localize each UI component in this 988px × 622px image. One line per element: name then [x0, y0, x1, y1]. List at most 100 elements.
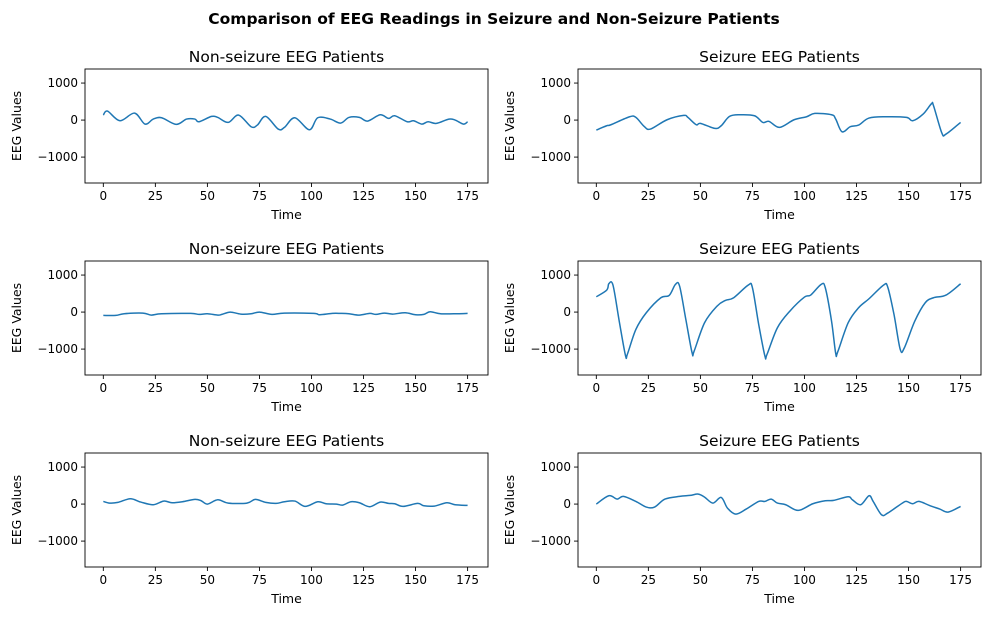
axes-frame	[84, 452, 489, 568]
axes-frame	[84, 68, 489, 184]
y-tick-label: −1000	[37, 150, 78, 164]
subplot-6: Seizure EEG Patients 0 25 50 75 100 125 150 175 1…	[502, 432, 982, 606]
x-tick-label: 50	[200, 573, 215, 587]
y-tick-label: −1000	[37, 342, 78, 356]
x-tick-label: 50	[693, 381, 708, 395]
x-tick-label: 125	[845, 381, 868, 395]
y-axis-label: EEG Values	[502, 475, 517, 545]
x-tick-label: 0	[99, 381, 107, 395]
y-tick-label: 0	[563, 497, 571, 511]
eeg-series-line	[103, 310, 468, 317]
y-tick-label: 1000	[47, 76, 78, 90]
axes-frame	[84, 260, 489, 376]
x-tick-label: 150	[404, 573, 427, 587]
y-tick-label: 1000	[540, 76, 571, 90]
y-tick-label: −1000	[530, 342, 571, 356]
x-tick-label: 100	[300, 189, 323, 203]
y-tick-label: 1000	[540, 268, 571, 282]
y-axis-label: EEG Values	[502, 91, 517, 161]
x-tick-label: 125	[352, 573, 375, 587]
subplot-4: Seizure EEG Patients 0 25 50 75 100 125 150 175 1…	[502, 240, 982, 414]
subplot-title: Seizure EEG Patients	[699, 48, 860, 66]
x-axis-label: Time	[270, 591, 302, 606]
x-tick-label: 25	[641, 189, 656, 203]
x-axis-label: Time	[763, 399, 795, 414]
x-tick-label: 0	[99, 573, 107, 587]
subplot-5: Non-seizure EEG Patients 0 25 50 75 100 125 150…	[9, 432, 489, 606]
y-tick-label: 1000	[47, 268, 78, 282]
x-axis-label: Time	[763, 591, 795, 606]
y-tick-label: 0	[70, 305, 78, 319]
x-tick-label: 175	[949, 573, 972, 587]
x-tick-label: 150	[897, 573, 920, 587]
x-tick-label: 25	[641, 573, 656, 587]
x-tick-label: 50	[693, 573, 708, 587]
y-axis-label: EEG Values	[9, 283, 24, 353]
eeg-series-line	[102, 110, 469, 131]
x-tick-label: 0	[99, 189, 107, 203]
subplot-1: Non-seizure EEG Patients 0 25 50 75 100 125 150…	[9, 48, 489, 222]
x-tick-label: 0	[592, 189, 600, 203]
x-tick-label: 25	[148, 189, 163, 203]
eeg-series-line	[596, 101, 962, 137]
axes-frame	[577, 68, 982, 184]
x-tick-label: 100	[793, 381, 816, 395]
y-tick-label: −1000	[37, 534, 78, 548]
x-tick-label: 100	[793, 573, 816, 587]
y-axis-label: EEG Values	[9, 91, 24, 161]
x-tick-label: 100	[300, 381, 323, 395]
x-tick-label: 175	[949, 381, 972, 395]
subplot-title: Seizure EEG Patients	[699, 240, 860, 258]
eeg-series-line	[595, 493, 961, 517]
x-tick-label: 75	[745, 381, 760, 395]
subplot-3: Non-seizure EEG Patients 0 25 50 75 100 125 150…	[9, 240, 489, 414]
x-tick-label: 150	[404, 381, 427, 395]
x-tick-label: 100	[793, 189, 816, 203]
x-axis-label: Time	[270, 399, 302, 414]
y-tick-label: 0	[563, 113, 571, 127]
y-axis-label: EEG Values	[9, 475, 24, 545]
axes-frame	[577, 452, 982, 568]
x-tick-label: 0	[592, 573, 600, 587]
x-tick-label: 125	[352, 381, 375, 395]
x-tick-label: 75	[252, 381, 267, 395]
x-tick-label: 175	[456, 573, 479, 587]
x-tick-label: 75	[252, 189, 267, 203]
y-tick-label: 0	[70, 497, 78, 511]
figure-title: Comparison of EEG Readings in Seizure an…	[208, 10, 779, 28]
x-tick-label: 0	[592, 381, 600, 395]
x-tick-label: 25	[148, 573, 163, 587]
x-tick-label: 50	[200, 189, 215, 203]
y-tick-label: 1000	[540, 460, 571, 474]
x-tick-label: 125	[352, 189, 375, 203]
subplot-title: Non-seizure EEG Patients	[189, 432, 384, 450]
eeg-series-line	[595, 280, 962, 360]
subplot-2: Seizure EEG Patients 0 25 50 75 100 125 150 175 1…	[502, 48, 982, 222]
x-tick-label: 75	[252, 573, 267, 587]
x-tick-label: 75	[745, 573, 760, 587]
y-tick-label: −1000	[530, 534, 571, 548]
x-tick-label: 50	[693, 189, 708, 203]
x-tick-label: 125	[845, 573, 868, 587]
y-tick-label: 0	[70, 113, 78, 127]
x-tick-label: 175	[456, 381, 479, 395]
subplot-title: Seizure EEG Patients	[699, 432, 860, 450]
subplot-title: Non-seizure EEG Patients	[189, 240, 384, 258]
x-tick-label: 175	[456, 189, 479, 203]
x-tick-label: 175	[949, 189, 972, 203]
x-tick-label: 150	[897, 381, 920, 395]
x-tick-label: 100	[300, 573, 323, 587]
axes-frame	[577, 260, 982, 376]
y-tick-label: 0	[563, 305, 571, 319]
x-axis-label: Time	[763, 207, 795, 222]
x-tick-label: 125	[845, 189, 868, 203]
y-axis-label: EEG Values	[502, 283, 517, 353]
x-tick-label: 25	[148, 381, 163, 395]
x-tick-label: 25	[641, 381, 656, 395]
y-tick-label: 1000	[47, 460, 78, 474]
x-tick-label: 150	[404, 189, 427, 203]
eeg-series-line	[103, 497, 468, 508]
x-tick-label: 50	[200, 381, 215, 395]
x-axis-label: Time	[270, 207, 302, 222]
